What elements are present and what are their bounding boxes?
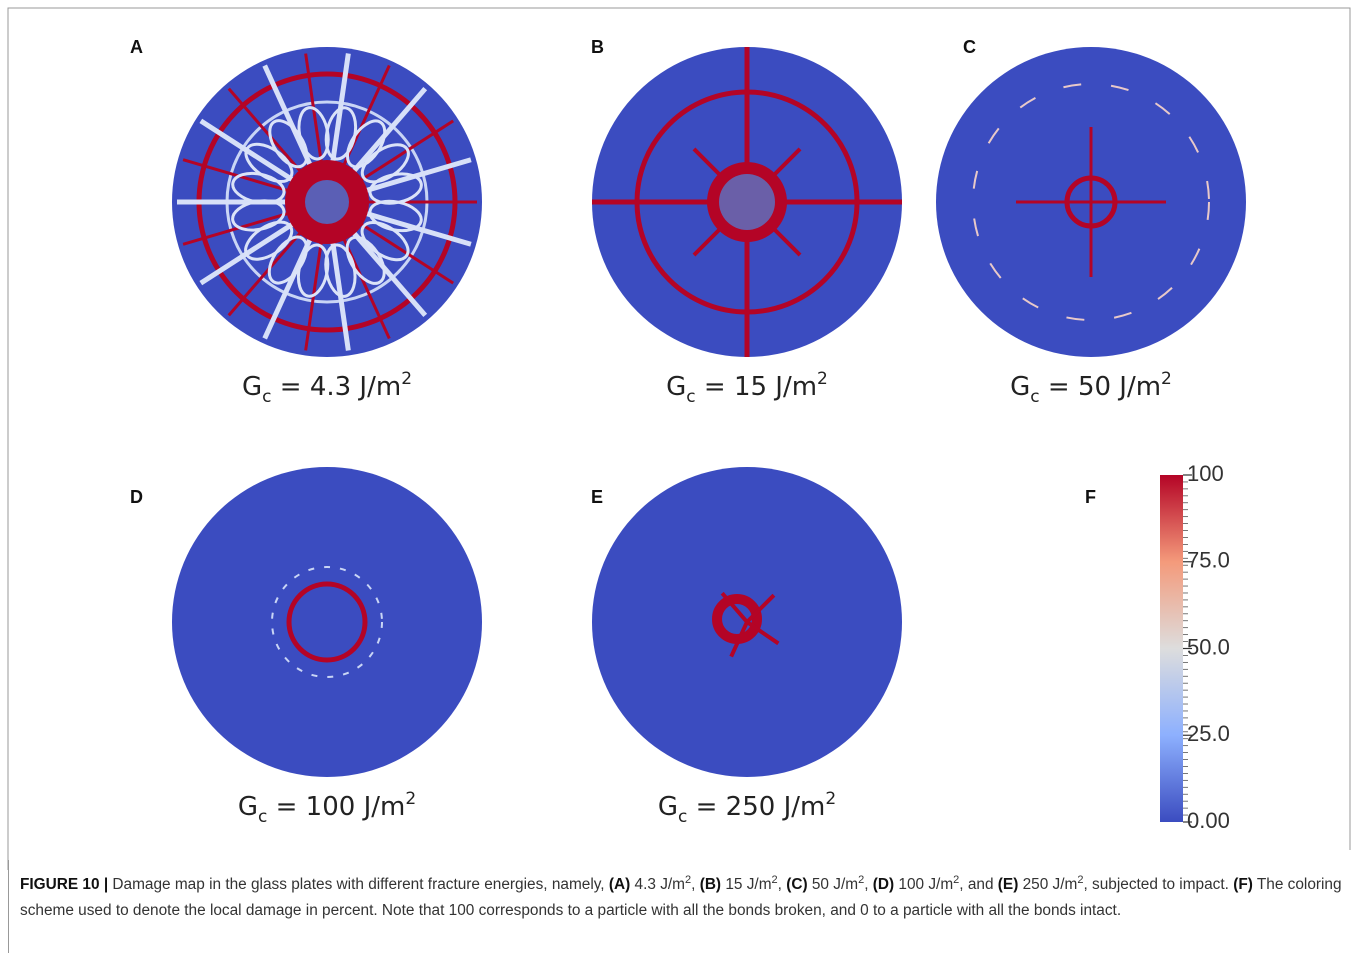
caption-text: , <box>777 876 787 893</box>
caption-text: 15 J/m <box>721 876 772 893</box>
caption-symbol: G <box>666 372 686 402</box>
caption-text: = 50 J/m <box>1040 372 1161 402</box>
crack-core <box>305 180 349 224</box>
crack <box>328 53 351 173</box>
caption-superscript: 2 <box>817 369 828 389</box>
crack <box>328 231 351 351</box>
panel-label: A <box>130 37 143 57</box>
crack <box>304 53 325 173</box>
panel-caption: Gc = 4.3 J/m2 <box>242 369 412 407</box>
crack <box>745 620 780 646</box>
caption-symbol: G <box>242 372 262 402</box>
caption-text: The coloring scheme used to denote the l… <box>20 876 1342 919</box>
caption-text: = 100 J/m <box>267 792 405 822</box>
caption-bold: (E) <box>997 876 1019 893</box>
panel-caption: Gc = 50 J/m2 <box>1010 369 1172 407</box>
caption-superscript: 2 <box>1077 873 1084 886</box>
caption-subscript: c <box>678 807 687 827</box>
caption-subscript: c <box>1030 387 1039 407</box>
caption-superscript: 2 <box>1161 369 1172 389</box>
caption-text: Damage map in the glass plates with diff… <box>108 876 609 893</box>
caption-text: 250 J/m <box>1018 876 1078 893</box>
damage-pattern <box>712 591 780 658</box>
figure-caption: FIGURE 10 | Damage map in the glass plat… <box>20 872 1342 924</box>
damage-pattern <box>177 53 477 351</box>
colorbar-tick-label: 100 <box>1187 461 1224 486</box>
crack <box>199 216 304 286</box>
caption-bold: (C) <box>786 876 808 893</box>
caption-superscript: 2 <box>953 873 960 886</box>
caption-superscript: 2 <box>401 369 412 389</box>
panel-caption: Gc = 15 J/m2 <box>666 369 828 407</box>
panel-label: E <box>591 487 603 507</box>
caption-text: = 250 J/m <box>687 792 825 822</box>
caption-subscript: c <box>262 387 271 407</box>
fragment <box>368 172 423 205</box>
crack <box>745 593 776 624</box>
caption-symbol: G <box>1010 372 1030 402</box>
crack <box>351 216 454 285</box>
crack <box>304 231 325 351</box>
caption-text: 50 J/m <box>807 876 859 893</box>
panel-caption: Gc = 250 J/m2 <box>658 789 836 827</box>
damage-pattern <box>592 47 902 357</box>
crack <box>199 118 304 188</box>
damage-pattern <box>271 566 383 678</box>
crack-ring <box>1064 175 1118 229</box>
caption-text: = 4.3 J/m <box>272 372 402 402</box>
caption-text: 4.3 J/m <box>630 876 685 893</box>
crack <box>729 621 749 658</box>
caption-bold: FIGURE 10 | <box>20 876 109 893</box>
caption-bold: (B) <box>699 876 722 893</box>
crack-ring <box>286 581 368 663</box>
caption-bold: (A) <box>608 876 631 893</box>
caption-text: , and <box>959 876 998 893</box>
crack <box>720 591 749 624</box>
crack <box>344 223 428 317</box>
colorbar-tick-label: 50.0 <box>1187 634 1230 659</box>
caption-text: , <box>864 876 873 893</box>
caption-text: = 15 J/m <box>696 372 817 402</box>
caption-symbol: G <box>658 792 678 822</box>
caption-symbol: G <box>238 792 258 822</box>
caption-text: , <box>691 876 700 893</box>
caption-superscript: 2 <box>771 873 778 886</box>
caption-subscript: c <box>686 387 695 407</box>
colorbar-tick-label: 25.0 <box>1187 721 1230 746</box>
panel-label: F <box>1085 487 1096 507</box>
caption-rule <box>8 860 9 953</box>
caption-text: , subjected to impact. <box>1083 876 1234 893</box>
colorbar <box>1160 475 1183 822</box>
caption-superscript: 2 <box>858 873 865 886</box>
damage-plate <box>172 467 482 777</box>
colorbar-tick-label: 75.0 <box>1187 548 1230 573</box>
caption-superscript: 2 <box>405 789 416 809</box>
crack-ring <box>972 83 1210 321</box>
crack <box>227 87 309 181</box>
crack-core <box>719 174 775 230</box>
panel-label: D <box>130 487 143 507</box>
panel-caption: Gc = 100 J/m2 <box>238 789 416 827</box>
crack-ring <box>712 594 762 644</box>
damage-pattern <box>972 83 1210 321</box>
caption-bold: (D) <box>872 876 895 893</box>
caption-superscript: 2 <box>685 873 692 886</box>
colorbar-tick-label: 0.00 <box>1187 808 1230 833</box>
panel-label: B <box>591 37 604 57</box>
figure-border <box>7 7 1351 870</box>
caption-subscript: c <box>258 807 267 827</box>
panel-label: C <box>963 37 976 57</box>
crack <box>351 119 454 188</box>
caption-superscript: 2 <box>825 789 836 809</box>
caption-text: 100 J/m <box>894 876 954 893</box>
caption-bold: (F) <box>1233 876 1253 893</box>
crack-ring <box>271 566 383 678</box>
